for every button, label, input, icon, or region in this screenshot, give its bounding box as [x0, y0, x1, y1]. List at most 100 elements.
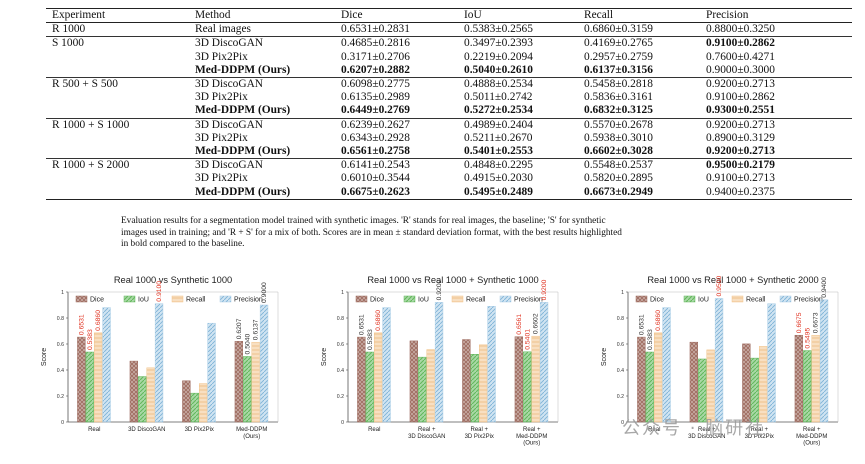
metric-value: 0.9500±0.2179	[706, 159, 775, 172]
x-tick-label: 3D Pix2Pix	[745, 434, 774, 440]
metric-value: 0.5495±0.2489	[464, 185, 533, 198]
data-label: 0.6561	[516, 314, 523, 335]
legend-label-recall: Recall	[186, 297, 206, 304]
x-tick-label: (Ours)	[803, 441, 820, 447]
bar-precision	[539, 302, 549, 423]
caption-line: in bold compared to the baseline.	[121, 239, 245, 250]
metric-value: 0.4888±0.2534	[464, 78, 533, 91]
experiment-cell	[46, 145, 189, 159]
metric-value: 0.4989±0.2404	[464, 118, 533, 131]
experiment-cell: S 1000	[46, 36, 189, 51]
data-label: 0.6531	[78, 314, 85, 335]
bar-iou	[365, 351, 374, 423]
metric-cell: 0.5938±0.3010	[578, 132, 700, 145]
legend-label-iou: IoU	[698, 297, 709, 304]
method-text: 3D DiscoGAN	[195, 118, 264, 131]
x-tick-label: 3D Pix2Pix	[465, 434, 494, 440]
x-tick-label: 3D Pix2Pix	[185, 427, 214, 433]
bar-precision	[259, 304, 269, 423]
table-row: R 500 + S 500 3D DiscoGAN 0.6098±0.2775 0.4…	[46, 77, 852, 92]
bar-recall	[146, 367, 155, 423]
legend-swatch-recall	[451, 295, 464, 303]
method-text: 3D Pix2Pix	[195, 91, 248, 104]
table-row: 3D Pix2Pix 0.6135±0.2989 0.5011±0.2742 0.58…	[46, 91, 852, 104]
bar-recall	[426, 349, 435, 423]
metric-value: 0.4848±0.2295	[464, 159, 533, 172]
metric-cell: 0.4169±0.2765	[578, 36, 700, 51]
metric-cell: 0.4685±0.2816	[335, 36, 458, 51]
bar-iou	[138, 376, 147, 423]
y-tick-label: 0	[341, 420, 344, 426]
metric-value: 0.6860±0.3159	[584, 23, 653, 36]
metric-value: 0.7600±0.4271	[706, 50, 775, 63]
metric-cell: 0.5383±0.2565	[458, 22, 578, 37]
method-text: 3D DiscoGAN	[195, 37, 264, 50]
x-tick-label: (Ours)	[243, 434, 260, 440]
legend-swatch-precision	[219, 295, 232, 303]
method-text: 3D DiscoGAN	[195, 159, 264, 172]
metric-value: 0.6531±0.2831	[341, 23, 410, 36]
metric-value: 0.9200±0.2713	[706, 78, 775, 91]
y-tick-label: 1	[61, 290, 64, 296]
bar-precision	[434, 302, 444, 423]
metric-value: 0.5570±0.2678	[584, 118, 653, 131]
metric-value: 0.8900±0.3129	[706, 131, 775, 144]
metric-cell: 0.9100±0.2862	[700, 36, 852, 51]
header-experiment: Experiment	[46, 7, 189, 24]
bar-precision	[767, 303, 776, 423]
data-label: 0.6531	[358, 314, 365, 335]
metric-cell: 0.9100±0.2862	[700, 91, 852, 104]
data-label: 0.5383	[367, 329, 374, 350]
method-cell: Med-DDPM (Ours)	[189, 145, 335, 159]
x-tick-label: Med-DDPM	[796, 434, 827, 440]
bar-dice	[77, 336, 86, 423]
experiment-cell: R 500 + S 500	[46, 77, 189, 92]
metric-value: 0.6098±0.2775	[341, 78, 410, 91]
metric-cell: 0.5458±0.2818	[578, 77, 700, 92]
method-cell: 3D Pix2Pix	[189, 91, 335, 104]
y-tick-label: 0.8	[337, 316, 344, 322]
table-caption: Evaluation results for a segmentation mo…	[121, 216, 761, 251]
bar-dice	[637, 336, 646, 423]
y-axis-label: Score	[321, 348, 328, 366]
metric-value: 0.5938±0.3010	[584, 131, 653, 144]
table-row: 3D Pix2Pix 0.6343±0.2928 0.5211±0.2670 0.59…	[46, 132, 852, 145]
data-label: 0.6860	[375, 310, 382, 331]
metric-cell: 0.5401±0.2553	[458, 145, 578, 159]
method-cell: Med-DDPM (Ours)	[189, 104, 335, 118]
data-label: 0.6860	[95, 310, 102, 331]
metric-cell: 0.3497±0.2393	[458, 36, 578, 51]
metric-cell: 0.5211±0.2670	[458, 132, 578, 145]
metric-value: 0.5836±0.3161	[584, 91, 653, 104]
metric-value: 0.6561±0.2758	[341, 145, 410, 158]
chart-title: Real 1000 vs Synthetic 1000	[114, 275, 232, 285]
metric-cell: 0.9200±0.2713	[700, 117, 852, 132]
experiment-cell: R 1000	[46, 22, 189, 37]
data-label: 0.5495	[804, 328, 811, 349]
y-tick-label: 0.2	[57, 394, 64, 400]
table-row: Med-DDPM (Ours) 0.6675±0.2623 0.5495±0.248…	[46, 185, 852, 200]
method-text: 3D Pix2Pix	[195, 172, 248, 185]
data-label: 0.9200	[436, 279, 443, 300]
data-label: 0.5401	[524, 329, 531, 350]
bar-precision	[154, 303, 164, 423]
data-label: 0.6531	[638, 314, 645, 335]
method-cell: 3D DiscoGAN	[189, 77, 335, 92]
metric-cell: 0.8900±0.3129	[700, 132, 852, 145]
y-axis-label: Score	[41, 348, 48, 366]
method-cell: 3D Pix2Pix	[189, 132, 335, 145]
metric-cell: 0.4888±0.2534	[458, 77, 578, 92]
metric-cell: 0.5040±0.2610	[458, 64, 578, 78]
metric-value: 0.9300±0.2551	[706, 104, 775, 117]
metric-cell: 0.9400±0.2375	[700, 185, 852, 200]
x-tick-label: Real	[648, 427, 660, 433]
bar-iou	[85, 351, 94, 423]
legend-label-iou: IoU	[418, 297, 429, 304]
metric-cell: 0.5820±0.2895	[578, 172, 700, 185]
y-tick-label: 1	[621, 290, 624, 296]
metric-cell: 0.8800±0.3250	[700, 22, 852, 37]
metric-cell: 0.6602±0.3028	[578, 145, 700, 159]
metric-cell: 0.2219±0.2094	[458, 51, 578, 64]
bar-iou	[470, 354, 479, 423]
y-tick-label: 0.8	[57, 316, 64, 322]
